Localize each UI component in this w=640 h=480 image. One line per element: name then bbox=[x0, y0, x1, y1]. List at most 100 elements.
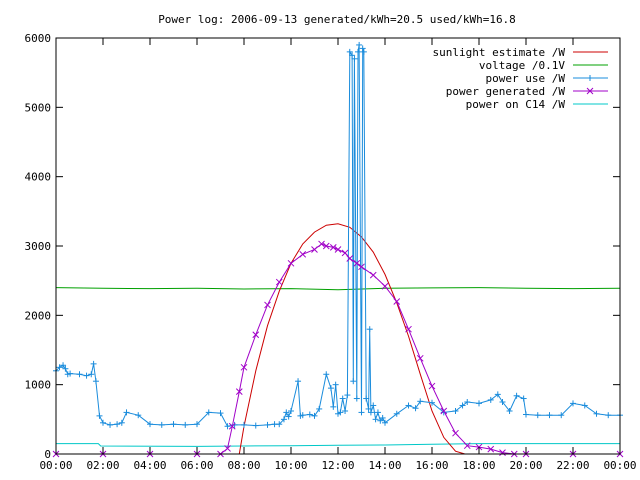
power-use-point bbox=[354, 48, 361, 55]
power-use-point bbox=[107, 421, 114, 428]
power-use-point bbox=[194, 421, 200, 428]
power-use-point bbox=[114, 421, 121, 428]
power-use-point bbox=[56, 364, 63, 371]
power-use-point bbox=[360, 48, 367, 55]
power-generated-point bbox=[334, 246, 342, 253]
x-tick-label: 12:00 bbox=[321, 459, 354, 472]
power-use-point bbox=[147, 421, 153, 428]
x-tick-label: 16:00 bbox=[415, 459, 448, 472]
power-use-point bbox=[513, 392, 520, 399]
power-use-point bbox=[356, 41, 363, 48]
x-tick-label: 14:00 bbox=[368, 459, 401, 472]
power-generated-point bbox=[463, 442, 471, 450]
legend-label: power on C14 /W bbox=[466, 98, 566, 111]
power-generated-point bbox=[329, 244, 337, 251]
power-use-point bbox=[100, 419, 106, 426]
power-use-point bbox=[88, 371, 95, 378]
power-use-point bbox=[241, 421, 247, 428]
power-generated-point bbox=[224, 445, 231, 452]
power-use-point bbox=[342, 408, 349, 415]
power-on-C14-line bbox=[56, 443, 620, 447]
power-use-point bbox=[299, 412, 306, 419]
power-use-point bbox=[339, 395, 346, 402]
power-use-point bbox=[581, 402, 588, 409]
power-use-point bbox=[280, 416, 287, 423]
power-generated-point bbox=[322, 242, 330, 250]
power-use-point bbox=[487, 396, 494, 403]
power-use-point bbox=[593, 410, 600, 417]
power-generated-point bbox=[381, 282, 389, 290]
power-use-point bbox=[231, 421, 238, 428]
power-use-point bbox=[92, 378, 99, 385]
power-use-point bbox=[83, 372, 90, 379]
power-use-point bbox=[452, 408, 459, 415]
power-use-point bbox=[327, 385, 334, 392]
power-use-point bbox=[276, 421, 283, 428]
power-generated-line bbox=[56, 243, 620, 455]
power-generated-point bbox=[428, 382, 436, 390]
x-tick-label: 00:00 bbox=[39, 459, 72, 472]
power-use-point bbox=[372, 416, 379, 423]
power-use-point bbox=[252, 422, 259, 429]
power-use-point bbox=[605, 412, 612, 419]
power-use-point bbox=[382, 419, 388, 426]
power-generated-point bbox=[252, 331, 260, 339]
sunlight-estimate-line bbox=[238, 223, 466, 455]
power-generated-point bbox=[353, 259, 361, 267]
power-use-point bbox=[311, 412, 318, 419]
power-use-point bbox=[546, 412, 553, 419]
power-generated-point bbox=[287, 259, 295, 267]
x-tick-label: 22:00 bbox=[556, 459, 589, 472]
power-use-point bbox=[363, 395, 370, 402]
power-generated-point bbox=[369, 271, 377, 279]
power-generated-point bbox=[275, 278, 283, 286]
power-generated-point bbox=[240, 363, 248, 371]
power-use-point bbox=[135, 412, 142, 419]
power-use-point bbox=[558, 412, 565, 419]
power-use-point bbox=[330, 403, 337, 410]
power-use-point bbox=[60, 362, 67, 369]
power-generated-point bbox=[341, 249, 349, 257]
x-tick-label: 10:00 bbox=[274, 459, 307, 472]
y-tick-label: 1000 bbox=[25, 379, 52, 392]
power-use-point bbox=[283, 409, 290, 416]
power-use-point bbox=[374, 409, 381, 416]
chart-title: Power log: 2006-09-13 generated/kWh=20.5… bbox=[158, 13, 516, 26]
legend-label: power use /W bbox=[486, 72, 566, 85]
power-use-point bbox=[499, 399, 506, 405]
power-generated-point bbox=[499, 449, 506, 456]
x-tick-label: 20:00 bbox=[509, 459, 542, 472]
power-generated-point bbox=[393, 298, 401, 305]
y-tick-label: 6000 bbox=[25, 32, 52, 45]
power-use-point bbox=[67, 370, 74, 377]
power-use-point bbox=[96, 412, 103, 419]
power-generated-point bbox=[405, 325, 412, 333]
power-generated-point bbox=[318, 240, 325, 248]
power-generated-point bbox=[264, 301, 271, 309]
power-use-point bbox=[417, 398, 424, 405]
power-generated-point bbox=[358, 263, 365, 271]
power-use-point bbox=[523, 411, 529, 418]
legend-label: voltage /0.1V bbox=[479, 59, 565, 72]
power-use-point bbox=[494, 391, 501, 398]
x-tick-label: 18:00 bbox=[462, 459, 495, 472]
legend-label: sunlight estimate /W bbox=[433, 46, 566, 59]
power-use-point bbox=[264, 421, 271, 428]
y-tick-label: 3000 bbox=[25, 240, 52, 253]
x-tick-label: 08:00 bbox=[227, 459, 260, 472]
power-use-point bbox=[405, 402, 412, 409]
power-use-point bbox=[476, 400, 482, 407]
power-use-point bbox=[520, 395, 527, 402]
power-use-point bbox=[464, 399, 471, 405]
y-tick-label: 0 bbox=[44, 448, 51, 461]
power-use-point bbox=[62, 365, 69, 372]
power-use-point bbox=[295, 378, 302, 385]
power-use-point bbox=[182, 421, 189, 428]
power-use-point bbox=[332, 381, 339, 388]
power-use-point bbox=[123, 409, 130, 416]
power-use-point bbox=[170, 421, 177, 428]
power-generated-point bbox=[416, 354, 424, 362]
power-use-point bbox=[346, 48, 353, 55]
power-generated-point bbox=[299, 250, 307, 258]
